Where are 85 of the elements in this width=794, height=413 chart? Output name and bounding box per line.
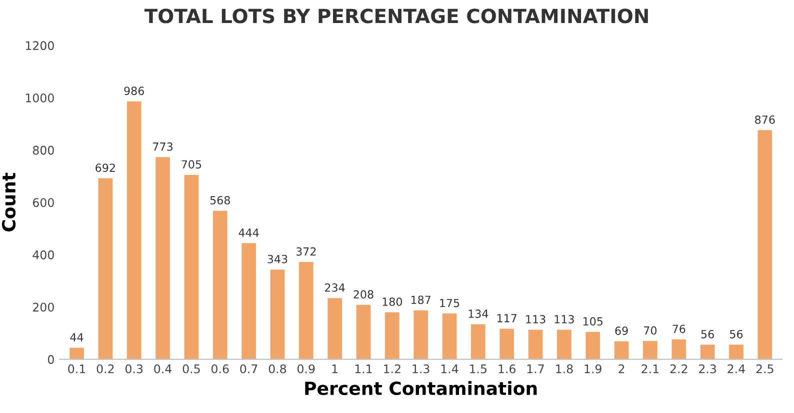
data-label: 343 — [268, 254, 288, 264]
y-tick-label: 0 — [48, 355, 54, 364]
data-label: 69 — [615, 326, 628, 335]
data-label: 56 — [730, 330, 743, 338]
y-tick-label: 1200 — [26, 41, 54, 50]
bar — [500, 328, 514, 360]
bar — [614, 341, 629, 360]
bar — [156, 157, 170, 360]
x-tick-label: 0.8 — [268, 364, 286, 374]
bar — [729, 344, 744, 360]
bar — [328, 298, 342, 360]
bar — [212, 210, 228, 360]
bar — [643, 341, 658, 360]
data-label: 134 — [468, 310, 488, 318]
bar — [70, 348, 84, 360]
x-tick-label: 2 — [618, 364, 624, 374]
data-label: 105 — [583, 317, 602, 326]
bar — [758, 130, 772, 360]
bar — [557, 330, 572, 360]
x-tick-label: 2.2 — [670, 364, 688, 374]
x-tick-label: 1.9 — [584, 364, 602, 374]
y-tick-label: 800 — [32, 146, 54, 155]
bar — [700, 344, 715, 360]
x-tick-label: 1.7 — [527, 364, 544, 374]
x-tick-label: 1.3 — [412, 364, 430, 374]
y-tick-label: 600 — [32, 198, 54, 208]
data-label: 444 — [238, 228, 259, 237]
x-tick-label: 1.1 — [355, 364, 372, 374]
data-label: 372 — [296, 247, 316, 256]
x-tick-label: 2.5 — [756, 364, 774, 374]
chart-title: TOTAL LOTS BY PERCENTAGE CONTAMINATION — [144, 8, 648, 24]
x-tick-label: 1.8 — [556, 364, 573, 374]
data-label: 113 — [554, 315, 574, 324]
data-label: 113 — [526, 315, 546, 324]
data-label: 187 — [411, 296, 430, 304]
bar — [470, 324, 486, 360]
data-label: 70 — [644, 326, 657, 335]
bar — [672, 339, 686, 360]
x-tick-label: 2.4 — [728, 364, 745, 374]
bar — [242, 243, 256, 360]
x-tick-label: 0.2 — [96, 364, 114, 374]
x-tick-label: 0.1 — [68, 364, 86, 374]
y-tick-label: 400 — [32, 250, 54, 260]
data-label: 876 — [755, 115, 775, 124]
x-tick-label: 1 — [332, 364, 338, 374]
data-label: 117 — [497, 314, 516, 322]
bar — [98, 178, 113, 360]
bar — [270, 270, 285, 360]
x-tick-label: 0.6 — [212, 364, 229, 374]
bar — [442, 314, 457, 360]
data-label: 773 — [153, 142, 172, 151]
x-tick-label: 0.7 — [240, 364, 258, 374]
y-tick-label: 200 — [33, 302, 54, 312]
x-tick-label: 0.9 — [298, 364, 315, 374]
x-tick-label: 0.5 — [182, 364, 200, 374]
bar — [414, 310, 428, 360]
data-label: 234 — [325, 283, 345, 292]
data-label: 44 — [70, 333, 84, 342]
data-label: 56 — [701, 330, 714, 338]
data-label: 705 — [182, 160, 202, 169]
data-label: 692 — [96, 164, 115, 172]
x-tick-label: 0.4 — [154, 364, 172, 374]
x-tick-label: 1.2 — [384, 364, 400, 374]
bar — [298, 262, 314, 360]
bar — [356, 304, 371, 360]
bar — [528, 330, 543, 360]
y-axis-title: Count — [2, 172, 16, 232]
x-tick-label: 2.3 — [699, 364, 716, 374]
data-label: 76 — [672, 324, 686, 334]
x-tick-label: 1.5 — [470, 364, 487, 374]
data-label: 568 — [210, 196, 230, 204]
data-label: 986 — [124, 86, 144, 96]
data-label: 175 — [440, 298, 460, 308]
bar — [126, 101, 142, 360]
y-tick-label: 1000 — [26, 93, 54, 102]
bar — [586, 332, 600, 360]
x-tick-label: 0.3 — [125, 364, 143, 374]
x-tick-label: 1.6 — [498, 364, 516, 374]
x-tick-label: 1.4 — [441, 364, 458, 374]
bar — [384, 312, 400, 360]
x-axis-title: Percent Contamination — [305, 381, 537, 396]
bar — [184, 174, 199, 360]
x-tick-label: 2.1 — [642, 364, 658, 374]
data-label: 208 — [354, 290, 374, 299]
data-label: 180 — [382, 298, 402, 306]
